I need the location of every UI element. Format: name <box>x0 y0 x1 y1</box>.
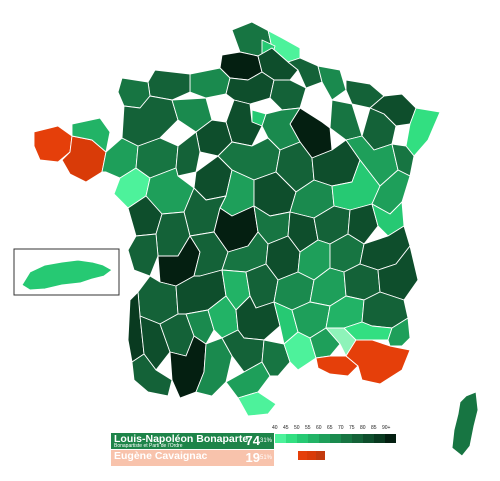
legend-swatch <box>307 451 316 460</box>
candidate-cavaignac-bar: Eugène Cavaignac 19 ,51% <box>111 450 274 466</box>
legend-swatch <box>275 434 286 443</box>
candidate-bonaparte-bar: Louis-Napoléon Bonaparte Bonapartiste et… <box>111 433 274 449</box>
legend-tick: 75 <box>349 425 355 431</box>
legend-swatch <box>374 434 385 443</box>
legend-swatch <box>319 434 330 443</box>
legend-orange-scale <box>298 451 325 460</box>
candidate-percent: 74 <box>245 433 260 448</box>
legend-swatch <box>298 451 307 460</box>
corsica <box>451 391 479 457</box>
legend-swatch <box>385 434 396 443</box>
algeria-inset-frame <box>13 248 120 296</box>
candidate-name: Eugène Cavaignac <box>114 450 208 462</box>
legend-tick: 85 <box>371 425 377 431</box>
legend-tick: 40 <box>272 425 278 431</box>
candidate-percent-decimal: ,31% <box>258 438 272 444</box>
candidate-party: Bonapartiste et Parti de l'Ordre <box>114 443 183 449</box>
legend-tick: 50 <box>294 425 300 431</box>
departments <box>33 21 479 457</box>
candidate-percent: 19 <box>245 450 260 465</box>
legend-swatch <box>308 434 319 443</box>
legend-scale-labels: 40 45 50 55 60 65 70 75 80 85 90+ <box>272 425 392 433</box>
legend-swatch <box>341 434 352 443</box>
legend-swatch <box>286 434 297 443</box>
candidate-percent-decimal: ,51% <box>258 455 272 461</box>
legend-tick: 65 <box>327 425 333 431</box>
candidate-name: Louis-Napoléon Bonaparte <box>114 433 249 445</box>
legend-green-scale <box>275 434 396 443</box>
legend-swatch <box>352 434 363 443</box>
legend-swatch <box>297 434 308 443</box>
algeria-territory <box>21 259 113 291</box>
legend-swatch <box>316 451 325 460</box>
legend-swatch <box>363 434 374 443</box>
legend-tick: 70 <box>338 425 344 431</box>
legend-tick: 80 <box>360 425 366 431</box>
legend-tick: 90+ <box>382 425 391 431</box>
legend-tick: 60 <box>316 425 322 431</box>
legend-tick: 45 <box>283 425 289 431</box>
legend-tick: 55 <box>305 425 311 431</box>
legend-swatch <box>330 434 341 443</box>
